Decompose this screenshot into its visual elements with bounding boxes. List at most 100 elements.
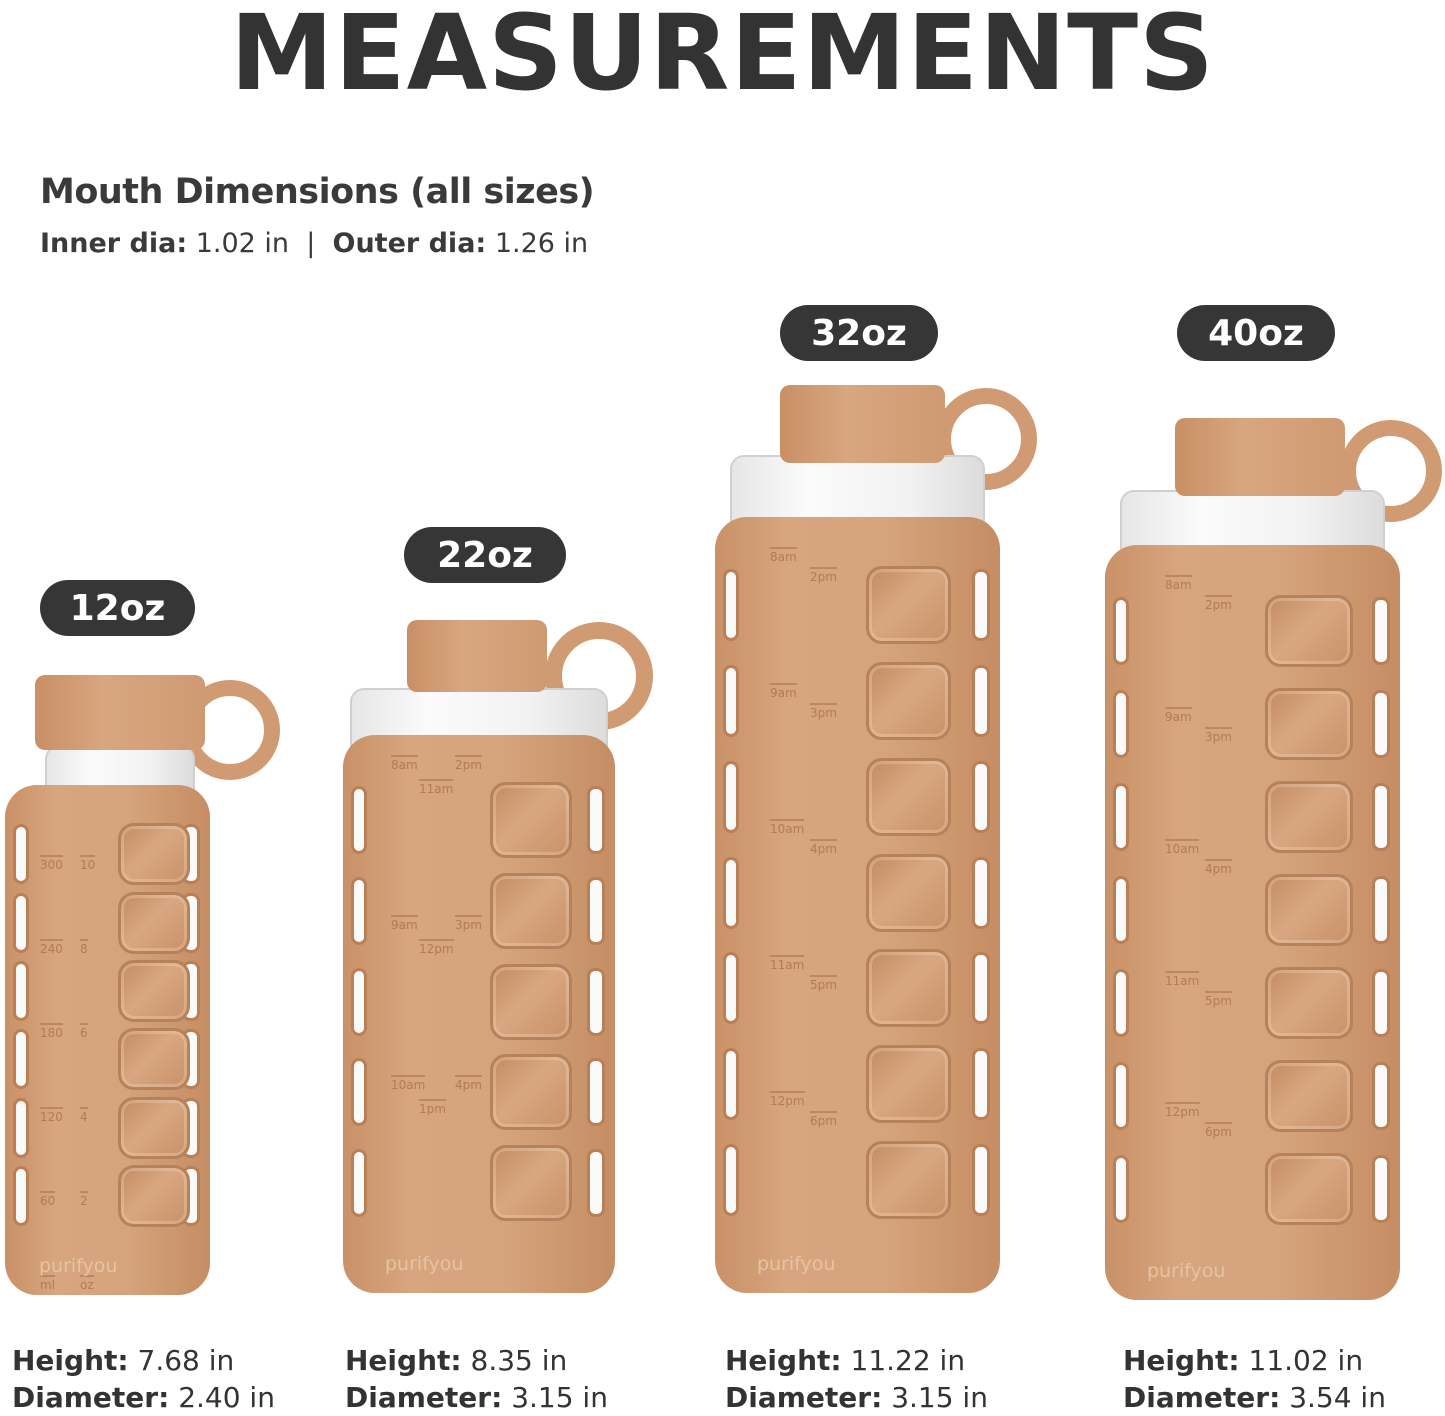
size-badge: 40oz: [1177, 305, 1335, 361]
side-slot-right: [972, 952, 990, 1025]
side-slot-left: [1113, 876, 1129, 944]
side-slot-right: [972, 1048, 990, 1121]
brand-logo: purifyou: [757, 1253, 836, 1275]
grip-window: [1265, 688, 1353, 761]
height-value: 11.22 in: [850, 1344, 966, 1377]
side-slot-left: [1113, 783, 1129, 852]
diameter-row: Diameter: 3.15 in: [725, 1379, 988, 1416]
side-slot-left: [723, 664, 739, 737]
size-badge: 22oz: [404, 527, 566, 583]
brand-logo: purifyou: [39, 1255, 118, 1277]
side-slot-left: [13, 1165, 29, 1226]
grip-window: [866, 565, 951, 644]
side-slot-right: [972, 568, 990, 641]
bottle-cap: [1175, 418, 1345, 496]
diameter-row: Diameter: 3.54 in: [1123, 1379, 1386, 1416]
grip-window: [866, 661, 951, 740]
measurement-marking: 8am: [770, 547, 797, 564]
height-label: Height:: [345, 1344, 462, 1377]
side-slot-left: [13, 892, 29, 953]
side-slot-left: [723, 952, 739, 1025]
grip-window: [1265, 781, 1353, 854]
side-slot-left: [351, 786, 367, 855]
side-slot-right: [1372, 597, 1390, 666]
side-slot-right: [1372, 1061, 1390, 1130]
grip-window: [866, 949, 951, 1028]
side-slot-left: [13, 960, 29, 1021]
grip-window: [490, 872, 572, 949]
silicone-sleeve: 300 10 240 8 180 6 120 4 60 2 ml oz purifyou: [5, 785, 210, 1295]
height-label: Height:: [12, 1344, 129, 1377]
measurement-marking: 6pm: [1205, 1122, 1232, 1139]
side-slot-right: [972, 760, 990, 833]
bottle-dimensions: Height: 7.68 in Diameter: 2.40 in: [12, 1342, 275, 1416]
measurement-marking: 10am: [391, 1075, 426, 1092]
measurement-marking: 1pm: [419, 1099, 446, 1116]
diameter-value: 3.15 in: [511, 1381, 608, 1414]
side-slot-right: [972, 664, 990, 737]
measurement-marking: 10am: [770, 819, 805, 836]
bottle-cap: [35, 675, 205, 750]
measurement-marking: 9am: [1165, 706, 1192, 724]
outer-dia-label: Outer dia:: [332, 228, 487, 259]
height-value: 8.35 in: [470, 1344, 568, 1377]
measurement-marking: 9am: [391, 915, 418, 932]
bottle-dimensions: Height: 11.02 in Diameter: 3.54 in: [1123, 1342, 1386, 1416]
bottle-cap: [407, 620, 547, 692]
side-slot-right: [587, 876, 605, 945]
measurement-marking: oz: [80, 1275, 94, 1292]
measurement-marking: 300: [40, 855, 63, 872]
side-slot-right: [1372, 876, 1390, 944]
size-badge: 32oz: [780, 305, 938, 361]
measurement-marking: 2pm: [455, 755, 482, 772]
grip-window: [118, 1028, 190, 1091]
side-slot-left: [723, 1048, 739, 1121]
measurement-marking: 120: [40, 1107, 63, 1124]
grip-window: [866, 1141, 951, 1220]
side-slot-left: [1113, 1154, 1129, 1223]
measurement-marking: 9am: [770, 683, 797, 700]
measurement-marking: 8am: [1165, 575, 1192, 592]
measurement-marking: 8: [80, 939, 88, 956]
silicone-sleeve: 8am 2pm 11am 9am 3pm 12pm 10am 4pm 1pm purifyou: [343, 735, 615, 1293]
inner-dia-label: Inner dia:: [40, 228, 188, 259]
height-label: Height:: [725, 1344, 842, 1377]
outer-dia-value: 1.26 in: [494, 228, 589, 259]
side-slot-left: [1113, 1061, 1129, 1130]
grip-window: [1265, 966, 1353, 1039]
grip-window: [490, 963, 572, 1040]
measurement-marking: 5pm: [810, 975, 837, 992]
side-slot-left: [723, 856, 739, 929]
side-slot-right: [587, 1148, 605, 1217]
separator: |: [306, 228, 316, 259]
side-slot-right: [587, 1058, 605, 1127]
grip-window: [490, 1054, 572, 1131]
measurement-marking: 180: [40, 1023, 63, 1040]
measurement-marking: 12pm: [1165, 1102, 1200, 1119]
grip-window: [866, 1045, 951, 1124]
mouth-dimensions-heading: Mouth Dimensions (all sizes): [40, 172, 595, 212]
side-slot-left: [13, 824, 29, 885]
measurement-marking: 3pm: [810, 703, 837, 720]
measurement-marking: 11am: [1165, 970, 1200, 988]
measurement-marking: 8am: [391, 755, 418, 772]
side-slot-right: [1372, 783, 1390, 852]
measurement-marking: 240: [40, 939, 63, 956]
side-slot-right: [972, 1144, 990, 1217]
size-badge: 12oz: [40, 580, 195, 636]
side-slot-left: [1113, 690, 1129, 759]
measurement-marking: 2pm: [810, 567, 837, 584]
grip-window: [490, 782, 572, 859]
side-slot-left: [351, 1148, 367, 1217]
brand-logo: purifyou: [385, 1253, 464, 1275]
measurement-marking: 11am: [770, 955, 805, 972]
measurement-marking: 4: [80, 1107, 88, 1124]
grip-window: [1265, 1152, 1353, 1225]
measurement-marking: 12pm: [770, 1091, 805, 1108]
diameter-label: Diameter:: [725, 1381, 883, 1414]
bottle-cap: [780, 385, 945, 463]
measurement-marking: 2pm: [1205, 595, 1232, 612]
diameter-row: Diameter: 3.15 in: [345, 1379, 608, 1416]
measurement-marking: 2: [80, 1191, 88, 1208]
height-row: Height: 7.68 in: [12, 1342, 275, 1379]
